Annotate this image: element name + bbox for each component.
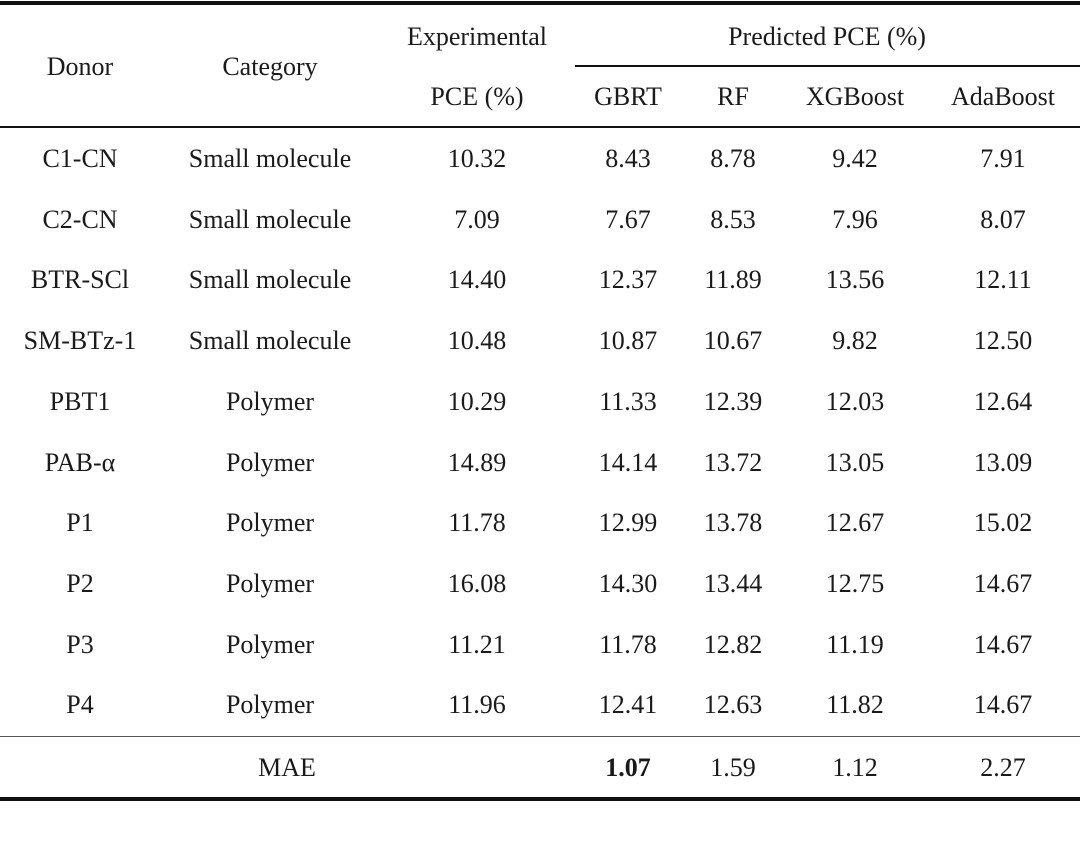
table-cell: C2-CN	[42, 204, 118, 234]
top-rule	[0, 1, 1080, 5]
table-cell: 7.09	[454, 204, 500, 234]
table-cell: 12.37	[598, 265, 658, 295]
table-cell: 12.75	[825, 568, 885, 598]
table-cell: 10.48	[447, 326, 507, 356]
table-cell: 14.30	[598, 568, 658, 598]
table-cell: SM-BTz-1	[23, 326, 137, 356]
table-cell: 8.43	[605, 144, 651, 173]
table-cell: Small molecule	[188, 265, 352, 295]
group-rule	[575, 65, 1080, 67]
table-cell: 8.53	[710, 204, 756, 234]
table-cell: 11.82	[826, 690, 884, 720]
table-cell: 15.02	[973, 508, 1033, 538]
table-cell: BTR-SCl	[30, 265, 130, 295]
table-cell: 14.67	[973, 690, 1033, 720]
table-cell: Polymer	[225, 629, 315, 659]
table-cell: 12.41	[598, 690, 658, 720]
table-cell: 14.40	[447, 265, 507, 295]
table-cell: 12.67	[825, 508, 885, 538]
table-cell: Small molecule	[188, 144, 352, 173]
header-cell: XGBoost	[805, 82, 905, 111]
table-cell: 12.63	[703, 690, 763, 720]
table-cell: P2	[66, 568, 94, 598]
table-cell: 10.87	[598, 326, 658, 356]
table-cell: 10.29	[447, 386, 507, 416]
header-cell: Predicted PCE (%)	[728, 22, 926, 51]
table-cell: PBT1	[49, 386, 111, 416]
header-cell: GBRT	[594, 82, 662, 111]
table-cell: 12.03	[825, 386, 885, 416]
table-cell: 10.32	[447, 144, 507, 173]
mae-value: 2.27	[980, 753, 1026, 782]
table-cell: Polymer	[225, 690, 315, 720]
table-cell: 8.78	[710, 144, 756, 173]
table-cell: Polymer	[225, 508, 315, 538]
table-cell: 11.96	[448, 690, 506, 720]
table-cell: 12.39	[703, 386, 763, 416]
table-cell: Polymer	[225, 568, 315, 598]
table-cell: P4	[66, 690, 94, 720]
table-cell: 11.33	[599, 386, 657, 416]
table-cell: Small molecule	[188, 326, 352, 356]
table-cell: 12.64	[973, 386, 1033, 416]
table-cell: 14.89	[447, 447, 507, 477]
table-cell: 11.89	[704, 265, 762, 295]
table-cell: 12.82	[703, 629, 763, 659]
header-cell: AdaBoost	[951, 82, 1055, 111]
table-cell: 13.44	[703, 568, 763, 598]
table-cell: 11.78	[448, 508, 506, 538]
table-cell: 7.67	[605, 204, 651, 234]
table-cell: 10.67	[703, 326, 763, 356]
table-cell: Polymer	[225, 447, 315, 477]
table-cell: 13.72	[703, 447, 763, 477]
table-cell: 12.50	[973, 326, 1033, 356]
table-cell: C1-CN	[42, 144, 118, 173]
table-cell: Small molecule	[188, 204, 352, 234]
table-cell: 14.67	[973, 629, 1033, 659]
table-cell: 13.78	[703, 508, 763, 538]
mae-rule	[0, 736, 1080, 737]
table-cell: 12.99	[598, 508, 658, 538]
mae-label: MAE	[258, 753, 316, 782]
table-cell: P3	[66, 629, 94, 659]
header-cell: PCE (%)	[430, 82, 524, 111]
table-cell: 7.96	[832, 204, 878, 234]
table-cell: 7.91	[980, 144, 1026, 173]
table-cell: 13.05	[825, 447, 885, 477]
bottom-rule	[0, 797, 1080, 801]
mae-value: 1.07	[605, 753, 651, 782]
mae-value: 1.12	[832, 753, 878, 782]
table-cell: 11.78	[599, 629, 657, 659]
table-cell: 8.07	[980, 204, 1026, 234]
table-cell: 11.21	[448, 629, 506, 659]
table-cell: 11.19	[826, 629, 884, 659]
table-cell: 12.11	[974, 265, 1032, 295]
table-cell: 16.08	[447, 568, 507, 598]
table-cell: 9.42	[832, 144, 878, 173]
table-cell: 14.14	[598, 447, 658, 477]
table-cell: 14.67	[973, 568, 1033, 598]
header-cell: Experimental	[406, 22, 548, 51]
header-cell: Donor	[46, 52, 114, 81]
table-cell: 9.82	[832, 326, 878, 356]
header-cell: Category	[222, 52, 318, 81]
table-cell: Polymer	[225, 386, 315, 416]
table-cell: 13.09	[973, 447, 1033, 477]
header-cell: RF	[717, 82, 749, 111]
table-cell: PAB-α	[44, 447, 116, 477]
mae-value: 1.59	[710, 753, 756, 782]
header-rule	[0, 126, 1080, 128]
table-cell: 13.56	[825, 265, 885, 295]
table-cell: P1	[66, 508, 94, 538]
